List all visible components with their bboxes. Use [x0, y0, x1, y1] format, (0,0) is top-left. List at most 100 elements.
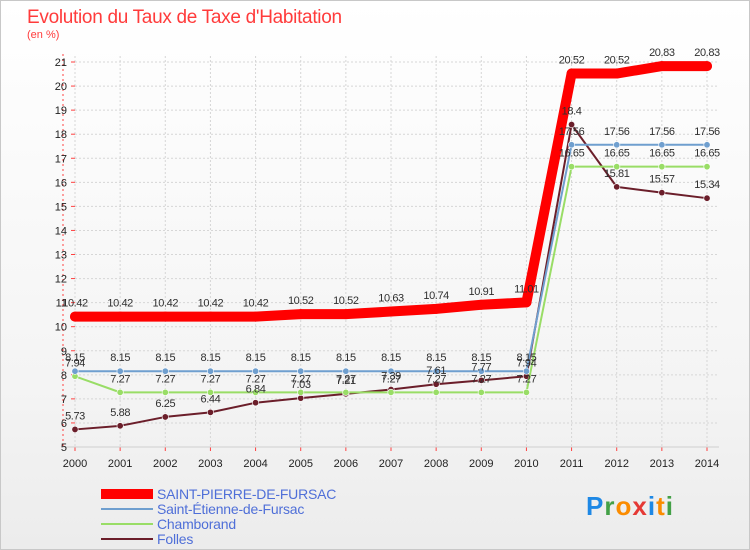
- data-label: 5.73: [65, 410, 85, 422]
- data-label: 7.27: [110, 373, 130, 385]
- data-label: 8.15: [291, 352, 311, 364]
- brand-letter: x: [632, 491, 648, 521]
- data-point: [297, 394, 305, 402]
- y-tick-label: 12: [55, 274, 67, 286]
- x-tick-label: 2000: [63, 458, 87, 470]
- data-point: [477, 367, 485, 375]
- x-tick-label: 2011: [560, 458, 584, 470]
- data-label: 15.34: [694, 179, 720, 191]
- data-label: 7.27: [381, 373, 401, 385]
- data-point: [387, 388, 395, 396]
- data-label: 17.56: [649, 126, 675, 138]
- data-label: 10.74: [423, 290, 449, 302]
- data-label: 8.15: [426, 352, 446, 364]
- data-point: [161, 367, 169, 375]
- x-tick-label: 2005: [288, 458, 312, 470]
- data-label: 7.27: [291, 373, 311, 385]
- data-point: [477, 376, 485, 384]
- y-tick-label: 21: [55, 57, 67, 69]
- brand-letter: t: [656, 491, 666, 521]
- data-point: [613, 183, 621, 191]
- data-point: [568, 141, 576, 149]
- data-label: 8.15: [110, 352, 130, 364]
- data-point: [703, 163, 711, 171]
- legend-swatch: [101, 538, 153, 540]
- legend-swatch: [101, 523, 153, 525]
- data-point: [116, 388, 124, 396]
- data-point: [476, 299, 487, 310]
- y-tick-labels: 5 6 7 8 9 10 11 12 13 14 15 16 17 18 19 20 21: [55, 57, 67, 454]
- data-point: [432, 367, 440, 375]
- y-tick-label: 18: [55, 129, 67, 141]
- data-label: 15.81: [604, 168, 630, 180]
- data-point: [521, 297, 532, 308]
- data-point: [70, 311, 80, 322]
- data-label: 18.4: [562, 106, 582, 118]
- data-label: 10.91: [469, 286, 495, 298]
- data-point: [71, 367, 79, 375]
- legend-label: Saint-Étienne-de-Fursac: [157, 501, 305, 517]
- data-point: [431, 303, 442, 314]
- data-point: [250, 311, 261, 322]
- data-point: [252, 399, 260, 407]
- data-label: 10.52: [288, 295, 314, 307]
- data-point: [252, 367, 260, 375]
- data-label: 7.39: [381, 370, 401, 382]
- x-tick-label: 2010: [514, 458, 538, 470]
- data-label: 8.15: [65, 352, 85, 364]
- x-tick-label: 2007: [379, 458, 403, 470]
- legend-label: Chamborand: [157, 516, 236, 532]
- x-tick-label: 2009: [469, 458, 493, 470]
- data-label: 10.42: [153, 298, 179, 310]
- y-tick-label: 13: [55, 250, 67, 262]
- data-label: 16.65: [559, 148, 585, 160]
- data-label: 10.42: [243, 298, 269, 310]
- data-point: [116, 367, 124, 375]
- x-tick-label: 2003: [198, 458, 222, 470]
- data-label: 5.88: [110, 407, 130, 419]
- data-point: [613, 141, 621, 149]
- data-labels: 5.73 5.88 6.25 6.44 6.84 7.03 7.21 7.39 7.61 7.77…: [62, 47, 720, 422]
- series-layer: [70, 61, 712, 433]
- data-label: 20.52: [604, 55, 630, 67]
- y-tick-label: 9: [61, 346, 67, 358]
- data-point: [161, 388, 169, 396]
- x-tick-label: 2002: [153, 458, 177, 470]
- data-point: [342, 367, 350, 375]
- data-point: [160, 311, 171, 322]
- axes: [62, 54, 719, 451]
- y-tick-label: 14: [55, 225, 67, 237]
- data-point: [658, 141, 666, 149]
- data-point: [432, 388, 440, 396]
- data-point: [522, 388, 530, 396]
- brand-letter: o: [615, 491, 633, 521]
- x-tick-label: 2004: [243, 458, 267, 470]
- data-label: 20.83: [649, 47, 675, 59]
- data-point: [206, 367, 214, 375]
- data-point: [522, 367, 530, 375]
- data-point: [566, 68, 577, 79]
- data-point: [432, 380, 440, 388]
- data-label: 6.44: [201, 393, 221, 405]
- brand-letter: P: [586, 491, 605, 521]
- y-tick-label: 17: [55, 153, 67, 165]
- data-label: 8.15: [517, 352, 537, 364]
- x-tick-label: 2012: [604, 458, 628, 470]
- data-point: [477, 388, 485, 396]
- unit-label: (en %): [27, 29, 60, 41]
- legend-label: SAINT-PIERRE-DE-FURSAC: [157, 486, 337, 502]
- y-tick-label: 15: [55, 201, 67, 213]
- data-label: 7.94: [65, 357, 85, 369]
- data-label: 6.25: [155, 398, 175, 410]
- y-tick-label: 7: [61, 394, 67, 406]
- data-label: 7.27: [201, 373, 221, 385]
- legend-swatch: [101, 508, 153, 510]
- data-label: 10.52: [333, 295, 359, 307]
- data-label: 8.15: [246, 352, 266, 364]
- brand-logo: Proxiti: [586, 491, 674, 522]
- data-point: [206, 388, 214, 396]
- y-tick-label: 16: [55, 177, 67, 189]
- data-point: [611, 68, 622, 79]
- data-label: 7.61: [426, 365, 446, 377]
